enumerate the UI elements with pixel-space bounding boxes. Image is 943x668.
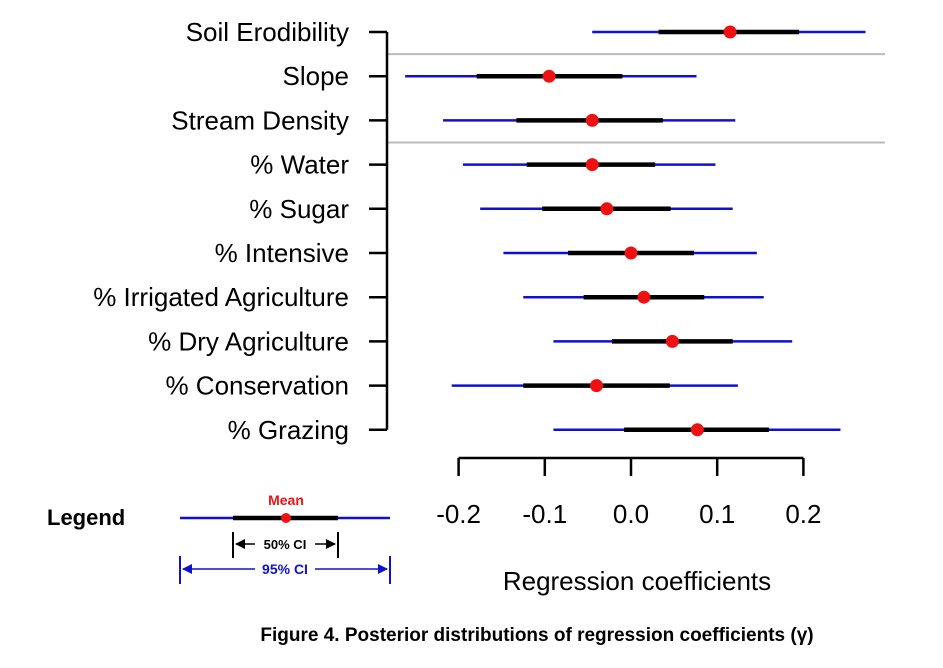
y-tick-label-stream-density: Stream Density <box>171 105 349 135</box>
mean-point <box>585 113 599 127</box>
x-tick-label: 0.0 <box>613 499 649 529</box>
y-tick-label-pct-dry-agriculture: % Dry Agriculture <box>148 326 349 356</box>
row-pct-grazing <box>553 423 841 437</box>
x-tick-label: -0.1 <box>522 499 567 529</box>
y-tick-label-pct-irrigated-agriculture: % Irrigated Agriculture <box>93 282 349 312</box>
row-stream-density <box>443 113 736 127</box>
row-pct-dry-agriculture <box>553 334 793 348</box>
mean-point <box>690 423 704 437</box>
row-pct-water <box>462 158 716 172</box>
mean-point <box>665 334 679 348</box>
legend-mean-label: Mean <box>268 492 304 508</box>
legend-ci50-left-arrowhead <box>235 539 245 549</box>
x-tick-label: -0.2 <box>436 499 481 529</box>
legend-ci50-right-arrowhead <box>326 539 336 549</box>
x-axis-label: Regression coefficients <box>503 566 771 596</box>
y-tick-label-pct-intensive: % Intensive <box>215 238 349 268</box>
legend-title: Legend <box>47 505 125 530</box>
y-tick-label-soil-erodibility: Soil Erodibility <box>186 17 349 47</box>
y-tick-label-pct-conservation: % Conservation <box>165 371 349 401</box>
x-axis: -0.2 -0.1 0.0 0.1 0.2 <box>436 456 821 529</box>
y-tick-label-slope: Slope <box>283 61 350 91</box>
row-pct-intensive <box>503 246 757 260</box>
mean-point <box>590 379 604 393</box>
mean-point <box>624 246 638 260</box>
row-pct-irrigated-agriculture <box>523 290 764 304</box>
group-separators <box>387 53 885 144</box>
legend-ci50-label-bg <box>255 535 315 553</box>
legend-ci95-label: 95% CI <box>262 561 308 577</box>
legend-ci95-left-arrowhead <box>182 564 192 574</box>
mean-point <box>637 290 651 304</box>
row-slope <box>405 69 697 83</box>
legend: Legend Mean 50% CI 95% CI <box>47 492 391 584</box>
legend-ci95-label-bg <box>255 560 315 578</box>
y-tick-label-pct-sugar: % Sugar <box>249 194 349 224</box>
x-tick-label: 0.1 <box>699 499 735 529</box>
mean-point <box>723 25 737 39</box>
legend-mean-point <box>281 513 291 523</box>
x-tick-label: 0.2 <box>785 499 821 529</box>
y-axis: Soil Erodibility Slope Stream Density % Wat… <box>93 17 389 445</box>
coefficient-rows <box>405 25 866 437</box>
row-pct-conservation <box>451 379 738 393</box>
y-tick-label-pct-water: % Water <box>250 150 349 180</box>
figure-caption: Figure 4. Posterior distributions of reg… <box>260 625 813 646</box>
row-pct-sugar <box>480 202 733 216</box>
mean-point <box>542 69 556 83</box>
y-tick-label-pct-grazing: % Grazing <box>228 415 349 445</box>
mean-point <box>600 202 614 216</box>
legend-ci95-right-arrowhead <box>378 564 388 574</box>
row-soil-erodibility <box>592 25 866 39</box>
mean-point <box>585 158 599 172</box>
legend-ci50-label: 50% CI <box>264 537 307 552</box>
